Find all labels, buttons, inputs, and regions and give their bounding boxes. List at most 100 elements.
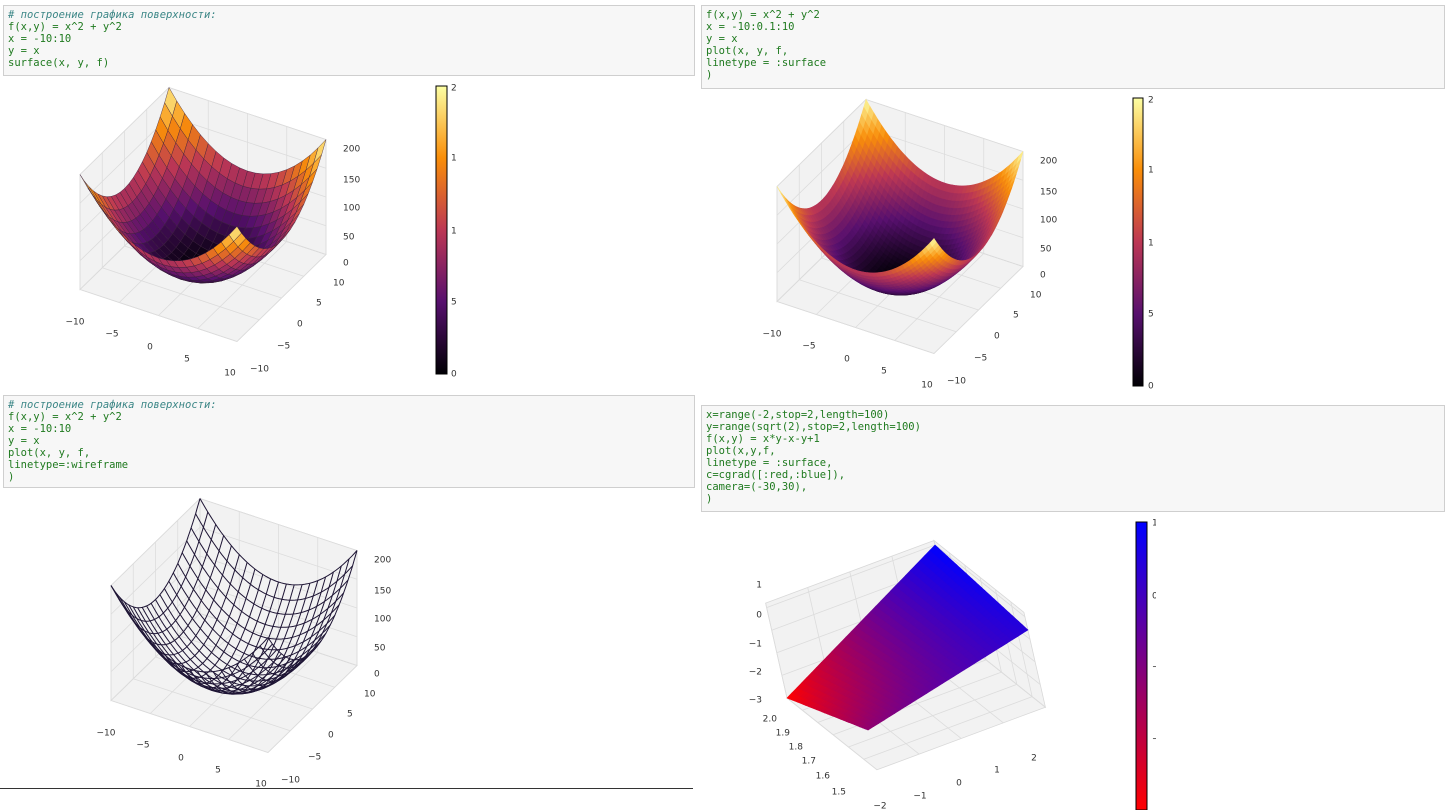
code-line: y=range(sqrt(2),stop=2,length=100) [706,421,921,433]
x-tick-label: 10 [921,381,933,391]
x-tick-label: 5 [184,355,190,365]
code-line: f(x,y) = x^2 + y^2 [706,9,820,21]
pane-grid-line [765,602,788,699]
pane-grid-line [110,584,201,673]
y-tick-label: −5 [974,354,987,364]
colorbar-tick-label: 50 [1148,310,1160,320]
pane-grid-line [776,301,935,354]
z-tick-label: 150 [374,587,391,597]
surface-plot: 2001501005001050−5−10−10−505102001501005… [763,96,1165,392]
z-tick-label: 150 [343,176,360,186]
colorbar-tick-label: 200 [451,84,468,94]
wire-line [199,498,358,586]
pane-grid-line [766,544,936,608]
colorbar-tick-label: 100 [451,227,468,237]
code-line: x = -10:0.1:10 [706,21,795,33]
y-tick-label: 0 [328,731,334,741]
pane-grid-line [776,127,867,216]
z-tick-label: 100 [343,204,360,214]
x-tick-label: 5 [215,766,221,776]
code-line: y = x [8,435,40,447]
colorbar-tick-label: 1 [1152,519,1158,529]
wire-line [267,550,358,661]
code-line: # построение графика поверхности: [7,9,217,21]
x-tick-label: 10 [224,369,236,379]
code-line: camera=(-30,30), [706,481,807,493]
pane-grid-line [110,613,201,701]
code-line: linetype = :surface [706,57,826,69]
pane-grid-line [799,279,957,333]
pane-grid-line [102,267,260,321]
x-tick-label: −5 [105,330,118,340]
code-line: plot(x,y,f, [706,445,776,457]
z-tick-label: 200 [374,556,391,566]
wire-line [204,584,295,695]
y-tick-label: −5 [277,342,290,352]
surface-patch [228,226,242,242]
x-tick-label: 0 [147,343,153,353]
code-line: y = x [8,45,40,57]
wire-line [177,563,336,651]
x-tick-label: −2 [873,802,886,810]
colorbar-labels: 200 150 100 50 0 [1148,96,1165,392]
code-cell: # построение графика поверхности:f(x,y) … [3,395,695,488]
pane-grid-line [168,115,327,169]
z-tick-label: 100 [374,615,391,625]
wire-line [172,572,331,660]
code-line: linetype = :surface, [706,457,832,469]
pane-grid-line [79,87,170,175]
colorbar-tick-label: 0 [1148,382,1154,392]
code-line: x = -10:10 [8,423,71,435]
z-tick-label: 200 [1040,157,1057,167]
pane-grid-line [776,99,867,187]
code-line: surface(x, y, f) [8,57,109,69]
surface-plot: 1 0 −1 −2 −32.0 1.9 1.8 1.71.61.5 2 1 0 −1 −2 1 0 −1 −2 [749,519,1158,810]
wire-line [196,583,287,694]
y-tick-label: −5 [308,753,321,763]
y-tick-label: 10 [364,690,376,700]
pane-grid-line [848,684,1017,748]
code-line: x=range(-2,stop=2,length=100) [706,409,889,421]
y-tick-label: 10 [1030,291,1042,301]
wire-line [236,576,327,687]
surface-plot: 2001501005001050−5−10−10−505102001501005… [66,84,468,380]
y-tick-label: 0 [297,320,303,330]
colorbar-tick-label: 50 [451,298,463,308]
z-tick-label: 0 [374,670,380,680]
wire-line [259,558,350,669]
x-tick-label: −10 [763,330,782,340]
x-tick-label: −5 [136,741,149,751]
pane-grid-line [786,697,878,771]
x-tick-label: 0 [844,355,850,365]
z-tick-label: 200 [343,145,360,155]
colorbar-labels: 1 0 −1 −2 [1152,519,1158,745]
z-tick-label: −1 [749,640,762,650]
code-line: ) [706,69,712,81]
wire-line [168,581,327,669]
y-tick-label: 1.5 [832,788,846,798]
wire-line [163,588,322,676]
x-tick-label: −5 [802,342,815,352]
x-tick-label: 0 [956,779,962,789]
code-cell: f(x,y) = x^2 + y^2x = -10:0.1:10y = xplo… [701,5,1445,89]
y-tick-label: 10 [333,279,345,289]
code-line: c=cgrad([:red,:blue]), [706,469,845,481]
code-box [3,5,695,76]
x-tick-label: 10 [255,780,267,790]
code-line: # построение графика поверхности: [7,399,217,411]
x-tick-label: −1 [913,792,926,802]
code-line: f(x,y) = x*y-x-y+1 [706,433,820,445]
x-tick-label: 5 [881,367,887,377]
y-tick-label: 2.0 [763,715,778,725]
z-tick-label: 100 [1040,216,1057,226]
z-tick-label: 0 [756,611,762,621]
y-tick-label: 5 [1013,311,1019,321]
y-tick-label: 1.6 [816,772,831,782]
pane-grid-line [865,99,1024,152]
colorbar-tick-label: 100 [1148,239,1165,249]
code-cell: x=range(-2,stop=2,length=100)y=range(sqr… [701,405,1445,512]
wire-line [220,583,311,693]
pane-grid-line [199,526,358,580]
colorbar [1132,97,1144,387]
